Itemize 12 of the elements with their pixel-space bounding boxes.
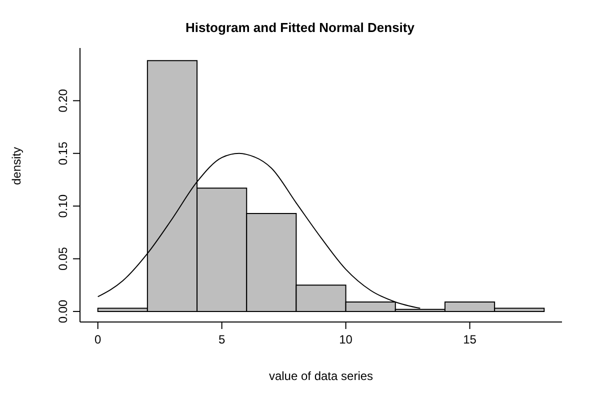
chart-title: Histogram and Fitted Normal Density (184, 20, 416, 35)
x-axis-title: value of data series (268, 369, 374, 383)
x-tick-label: 0 (94, 332, 102, 347)
y-tick-label: 0.15 (56, 141, 70, 166)
y-tick-label: 0.05 (56, 246, 70, 270)
x-tick-label: 5 (218, 332, 226, 347)
y-axis-title: density (9, 146, 24, 185)
y-tick-label: 0.20 (56, 88, 70, 112)
x-tick-label: 15 (463, 332, 477, 347)
y-tick-label: 0.00 (56, 299, 70, 324)
x-tick-label: 10 (339, 332, 353, 347)
y-tick-label: 0.10 (56, 194, 70, 218)
